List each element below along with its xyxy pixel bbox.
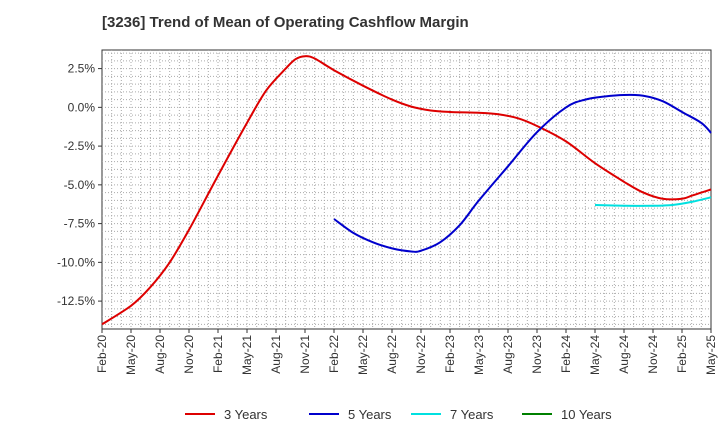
x-tick-label: Aug-24: [617, 335, 631, 374]
x-tick-label: Feb-23: [443, 335, 457, 373]
y-tick-label: -7.5%: [64, 217, 96, 231]
y-tick-label: -12.5%: [57, 294, 95, 308]
y-tick-label: -2.5%: [64, 139, 96, 153]
y-tick-label: 2.5%: [68, 62, 96, 76]
legend-label-1: 3 Years: [224, 407, 268, 422]
y-tick-label: -10.0%: [57, 255, 95, 269]
series-lines: [101, 55, 712, 326]
series-line-3: [594, 196, 712, 207]
x-tick-label: May-24: [588, 335, 602, 375]
series-line-2: [333, 93, 712, 253]
x-axis-ticks: Feb-20 May-20 Aug-20 Nov-20 Feb-21 May-21 Aug-…: [95, 329, 718, 375]
x-tick-label: Feb-24: [559, 335, 573, 373]
x-tick-label: Feb-20: [95, 335, 109, 373]
x-tick-label: Nov-21: [298, 335, 312, 374]
legend: 3 Years 5 Years 7 Years 10 Years: [185, 407, 612, 422]
x-tick-label: Aug-21: [269, 335, 283, 374]
y-axis-ticks: 2.5% 0.0% -2.5% -5.0% -7.5% -10.0% -12.5%: [57, 62, 102, 308]
x-tick-label: Aug-20: [153, 335, 167, 374]
chart-title: [3236] Trend of Mean of Operating Cashfl…: [102, 14, 469, 31]
x-tick-label: May-20: [124, 335, 138, 375]
y-tick-label: 0.0%: [68, 100, 96, 114]
legend-label-4: 10 Years: [561, 407, 612, 422]
series-line-1: [101, 55, 712, 326]
x-tick-label: Feb-21: [211, 335, 225, 373]
x-tick-label: Aug-23: [501, 335, 515, 374]
legend-label-3: 7 Years: [450, 407, 494, 422]
y-tick-label: -5.0%: [64, 178, 96, 192]
plot-area: [101, 49, 712, 330]
x-tick-label: May-23: [472, 335, 486, 375]
x-tick-label: Nov-22: [414, 335, 428, 374]
x-tick-label: Nov-20: [182, 335, 196, 374]
x-tick-label: Feb-22: [327, 335, 341, 373]
x-tick-label: Nov-23: [530, 335, 544, 374]
x-tick-label: May-25: [704, 335, 718, 375]
x-tick-label: May-22: [356, 335, 370, 375]
grid-lines: [102, 50, 711, 329]
x-tick-label: Feb-25: [675, 335, 689, 373]
x-tick-label: Nov-24: [646, 335, 660, 374]
x-tick-label: May-21: [240, 335, 254, 375]
legend-label-2: 5 Years: [348, 407, 392, 422]
x-tick-label: Aug-22: [385, 335, 399, 374]
